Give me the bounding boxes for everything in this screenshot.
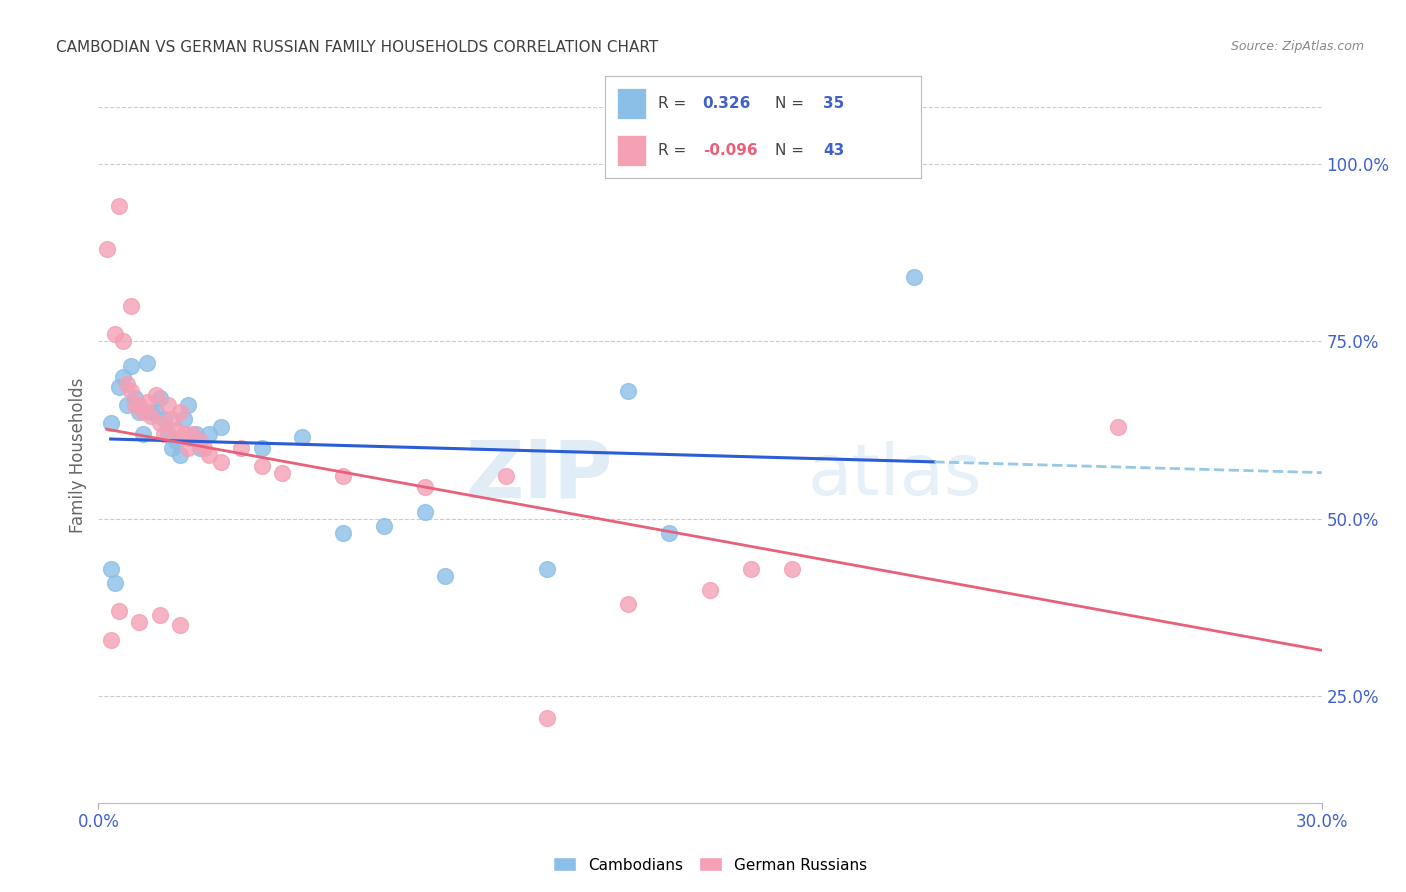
Point [108,380,131,394]
Point [111,334,134,349]
Point [617,384,640,398]
Point [145,387,167,401]
Point [124,391,146,405]
Point [169,618,191,632]
Point [149,416,172,430]
Point [434,568,457,582]
Point [128,615,150,629]
Point [145,405,167,419]
Point [536,710,558,724]
Point [149,607,172,622]
Point [165,423,187,437]
Point [169,405,191,419]
Point [188,434,212,448]
Point [120,384,142,398]
Point [120,299,142,313]
Text: R =: R = [658,96,692,111]
Text: N =: N = [776,96,810,111]
Point [165,434,187,448]
Point [156,398,179,412]
Point [332,469,354,483]
Point [136,356,159,370]
Point [193,441,215,455]
Point [413,505,436,519]
Text: ZIP: ZIP [465,437,612,515]
Text: atlas: atlas [808,442,983,510]
Point [903,270,925,285]
Point [100,416,122,430]
Point [100,632,122,647]
Point [197,426,219,441]
Point [136,394,159,409]
Y-axis label: Family Households: Family Households [69,377,87,533]
Point [173,426,195,441]
Text: N =: N = [776,144,810,158]
Point [132,405,155,419]
Point [141,409,163,423]
Point [250,441,273,455]
Point [128,398,150,412]
Point [100,561,122,575]
Point [132,426,155,441]
Point [149,391,172,405]
Text: 43: 43 [823,144,844,158]
Point [658,526,681,541]
Point [108,199,131,213]
Point [173,412,195,426]
Point [104,327,127,342]
Point [160,441,183,455]
Bar [617,136,645,166]
Point [740,561,762,575]
Point [1107,419,1129,434]
Point [291,430,314,444]
Point [152,412,174,426]
Point [209,419,232,434]
Point [495,469,517,483]
Text: 35: 35 [823,96,844,111]
Point [536,561,558,575]
Point [231,441,253,455]
Text: CAMBODIAN VS GERMAN RUSSIAN FAMILY HOUSEHOLDS CORRELATION CHART: CAMBODIAN VS GERMAN RUSSIAN FAMILY HOUSE… [56,40,658,55]
Point [104,575,127,590]
Point [124,398,146,412]
Point [197,448,219,462]
Text: R =: R = [658,144,692,158]
Point [96,242,118,256]
Point [120,359,142,374]
Point [152,426,174,441]
Point [177,441,200,455]
Point [250,458,273,473]
Point [111,369,134,384]
Point [156,426,179,441]
Point [115,398,138,412]
Point [115,376,138,391]
Point [181,426,204,441]
Point [177,398,200,412]
Bar [617,88,645,119]
Point [780,561,803,575]
Point [413,480,436,494]
Text: 0.326: 0.326 [703,96,751,111]
Text: Source: ZipAtlas.com: Source: ZipAtlas.com [1230,40,1364,54]
Point [617,597,640,611]
Text: -0.096: -0.096 [703,144,758,158]
Legend: Cambodians, German Russians: Cambodians, German Russians [547,851,873,879]
Point [108,604,131,618]
Point [141,405,163,419]
Point [169,448,191,462]
Point [373,519,395,533]
Point [188,441,212,455]
Point [128,405,150,419]
Point [160,412,183,426]
Point [270,466,294,480]
Point [699,582,721,597]
Point [332,526,354,541]
Point [209,455,232,469]
Point [186,426,208,441]
